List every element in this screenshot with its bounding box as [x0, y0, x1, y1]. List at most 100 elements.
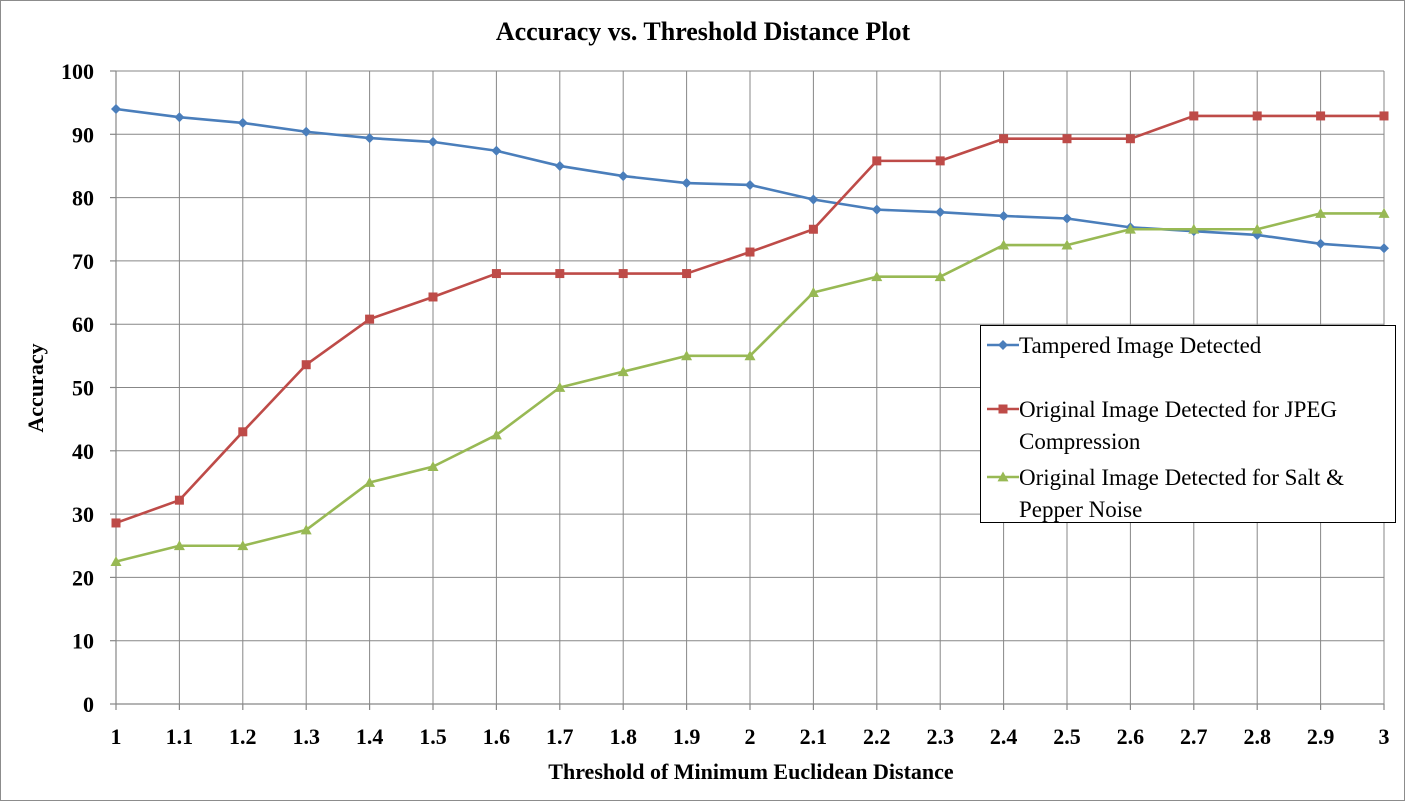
- data-point-tampered: [998, 210, 1009, 221]
- x-tick-label: 1.6: [483, 724, 511, 749]
- data-point-jpeg: [935, 156, 945, 166]
- series-jpeg: [111, 111, 1389, 528]
- legend-item-tampered: Tampered Image Detected: [987, 330, 1391, 362]
- x-tick-label: 2.3: [926, 724, 954, 749]
- y-tick-label: 80: [72, 186, 94, 211]
- data-point-salt-pepper: [871, 271, 883, 282]
- y-tick-label: 100: [61, 59, 94, 84]
- x-tick-label: 1.5: [419, 724, 447, 749]
- x-tick-label: 3: [1379, 724, 1390, 749]
- y-tick-label: 90: [72, 122, 94, 147]
- data-point-jpeg: [491, 269, 501, 279]
- data-point-jpeg: [1252, 111, 1262, 121]
- x-tick-label: 2.5: [1053, 724, 1081, 749]
- data-point-salt-pepper: [1315, 207, 1327, 218]
- data-point-jpeg: [808, 224, 818, 234]
- x-axis-title: Threshold of Minimum Euclidean Distance: [548, 759, 954, 784]
- data-point-tampered: [554, 160, 565, 171]
- data-point-jpeg: [238, 427, 248, 437]
- data-point-tampered: [237, 117, 248, 128]
- data-point-jpeg: [301, 360, 311, 370]
- x-tick-label: 2.2: [863, 724, 891, 749]
- data-point-jpeg: [1316, 111, 1326, 121]
- x-tick-label: 1.9: [673, 724, 701, 749]
- data-point-salt-pepper: [490, 429, 502, 440]
- data-point-jpeg: [872, 156, 882, 166]
- y-tick-label: 30: [72, 502, 94, 527]
- data-point-salt-pepper: [1124, 223, 1136, 234]
- data-point-tampered: [1062, 213, 1072, 224]
- data-point-salt-pepper: [554, 382, 566, 392]
- y-tick-label: 40: [72, 439, 94, 464]
- legend-swatch-jpeg: [987, 398, 1019, 420]
- data-point-tampered: [1315, 238, 1326, 249]
- data-point-jpeg: [365, 314, 375, 324]
- data-point-tampered: [301, 126, 312, 137]
- y-tick-labels: 0 10 20 30 40 50 60 70 80 90 100: [61, 59, 94, 717]
- legend-marker-jpeg: [987, 404, 1019, 414]
- data-point-salt-pepper: [998, 239, 1010, 250]
- y-tick-label: 10: [72, 629, 94, 654]
- legend-label-tampered: Tampered Image Detected: [1019, 333, 1262, 358]
- data-point-salt-pepper: [1251, 223, 1263, 234]
- legend-marker-salt-pepper: [987, 471, 1019, 482]
- data-point-salt-pepper: [1188, 223, 1200, 234]
- data-point-tampered: [364, 133, 375, 144]
- y-tick-label: 50: [72, 376, 94, 401]
- data-point-jpeg: [111, 518, 121, 528]
- legend-point-jpeg: [998, 404, 1008, 414]
- x-tick-label: 2.6: [1117, 724, 1145, 749]
- legend-label-jpeg: Original Image Detected for JPEG Compres…: [1019, 397, 1338, 454]
- data-point-salt-pepper: [427, 461, 439, 472]
- data-point-salt-pepper: [110, 556, 122, 566]
- legend-swatch-tampered: [987, 334, 1019, 356]
- legend-item-jpeg: Original Image Detected for JPEG Compres…: [987, 394, 1391, 458]
- data-point-jpeg: [1189, 111, 1199, 121]
- x-tick-label: 2.8: [1243, 724, 1271, 749]
- data-point-tampered: [111, 103, 121, 114]
- data-point-tampered: [745, 179, 755, 190]
- x-tick-label: 1.3: [292, 724, 320, 749]
- x-tick-labels: 1 1.1 1.2 1.3 1.4 1.5 1.6 1.7 1.8 1.9 2 2.1 2.2 2.3 2.…: [111, 724, 1390, 749]
- x-tick-label: 1.7: [546, 724, 574, 749]
- data-point-jpeg: [174, 495, 184, 505]
- data-point-jpeg: [745, 247, 755, 257]
- data-point-jpeg: [428, 292, 438, 302]
- axes: [110, 70, 1385, 710]
- data-point-jpeg: [555, 269, 565, 279]
- x-tick-label: 2.7: [1180, 724, 1208, 749]
- data-point-tampered: [174, 112, 185, 123]
- legend: Tampered Image Detected Original Image D…: [980, 325, 1396, 523]
- data-point-salt-pepper: [807, 287, 819, 297]
- series-layer: [110, 103, 1390, 566]
- data-point-salt-pepper: [617, 366, 629, 377]
- data-point-tampered: [871, 204, 882, 215]
- legend-marker-tampered: [987, 340, 1019, 350]
- data-point-salt-pepper: [934, 271, 946, 282]
- data-point-jpeg: [1125, 134, 1135, 144]
- legend-item-salt-pepper: Original Image Detected for Salt & Peppe…: [987, 462, 1391, 526]
- legend-point-salt-pepper: [997, 471, 1009, 482]
- x-tick-label: 2.1: [800, 724, 828, 749]
- y-axis-title: Accuracy: [23, 343, 48, 432]
- data-point-jpeg: [999, 134, 1009, 144]
- x-tick-label: 1.1: [166, 724, 194, 749]
- y-tick-label: 70: [72, 249, 94, 274]
- data-point-tampered: [808, 194, 819, 205]
- data-point-tampered: [935, 207, 946, 218]
- data-point-tampered: [1379, 243, 1389, 254]
- y-tick-label: 0: [83, 692, 94, 717]
- data-point-salt-pepper: [744, 350, 756, 361]
- data-point-salt-pepper: [173, 540, 185, 551]
- data-point-tampered: [428, 136, 438, 147]
- y-tick-label: 20: [72, 565, 94, 590]
- data-point-salt-pepper: [237, 540, 249, 551]
- legend-swatch-salt-pepper: [987, 466, 1019, 488]
- data-point-tampered: [681, 178, 692, 189]
- data-point-tampered: [618, 171, 629, 182]
- chart-title: Accuracy vs. Threshold Distance Plot: [496, 17, 911, 46]
- data-point-salt-pepper: [1378, 207, 1390, 218]
- x-tick-label: 1: [111, 724, 122, 749]
